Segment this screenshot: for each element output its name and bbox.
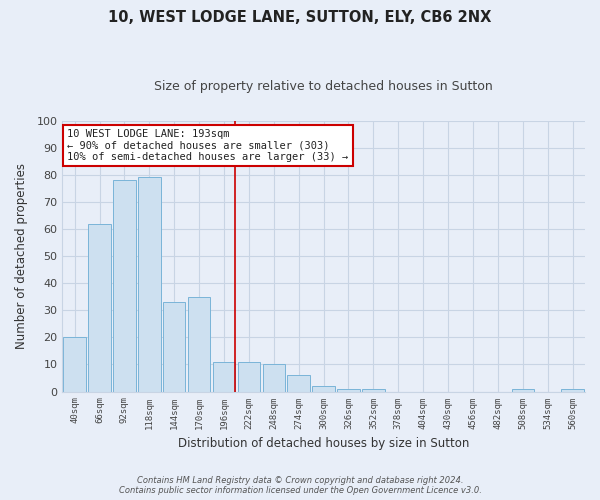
Text: 10, WEST LODGE LANE, SUTTON, ELY, CB6 2NX: 10, WEST LODGE LANE, SUTTON, ELY, CB6 2N…: [109, 10, 491, 25]
Bar: [188, 296, 211, 392]
Bar: [88, 224, 111, 392]
Bar: [138, 178, 161, 392]
Text: 10 WEST LODGE LANE: 193sqm
← 90% of detached houses are smaller (303)
10% of sem: 10 WEST LODGE LANE: 193sqm ← 90% of deta…: [67, 128, 349, 162]
X-axis label: Distribution of detached houses by size in Sutton: Distribution of detached houses by size …: [178, 437, 469, 450]
Bar: [512, 389, 534, 392]
Title: Size of property relative to detached houses in Sutton: Size of property relative to detached ho…: [154, 80, 493, 93]
Bar: [113, 180, 136, 392]
Bar: [313, 386, 335, 392]
Bar: [287, 376, 310, 392]
Bar: [238, 362, 260, 392]
Bar: [562, 389, 584, 392]
Y-axis label: Number of detached properties: Number of detached properties: [15, 163, 28, 349]
Bar: [213, 362, 235, 392]
Bar: [337, 389, 359, 392]
Bar: [163, 302, 185, 392]
Bar: [263, 364, 285, 392]
Text: Contains HM Land Registry data © Crown copyright and database right 2024.
Contai: Contains HM Land Registry data © Crown c…: [119, 476, 481, 495]
Bar: [64, 338, 86, 392]
Bar: [362, 389, 385, 392]
